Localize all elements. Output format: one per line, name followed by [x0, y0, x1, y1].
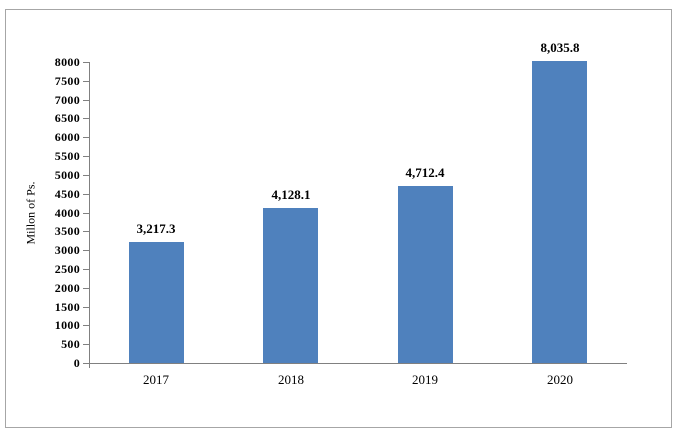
y-tick-label: 2000	[54, 281, 80, 295]
bar-2019	[398, 186, 453, 363]
y-tick-mark	[83, 175, 89, 176]
x-axis-line	[89, 363, 627, 364]
y-tick-mark	[83, 288, 89, 289]
bar-2020	[532, 61, 587, 363]
x-tick-label-2020: 2020	[547, 372, 573, 387]
y-tick-label: 4000	[54, 206, 80, 220]
y-tick-label: 1500	[54, 300, 80, 314]
x-tick-label-2019: 2019	[412, 372, 438, 387]
y-tick-label: 6500	[54, 111, 80, 125]
y-tick-label: 3000	[54, 243, 80, 257]
y-tick-mark	[83, 231, 89, 232]
x-tick-label-2018: 2018	[278, 372, 304, 387]
y-axis-line	[89, 62, 90, 368]
y-tick-label: 500	[61, 337, 80, 351]
y-tick-mark	[83, 250, 89, 251]
bar-2018	[263, 208, 318, 363]
y-tick-mark	[83, 194, 89, 195]
y-tick-mark	[83, 137, 89, 138]
y-tick-label: 7000	[54, 93, 80, 107]
y-tick-label: 4500	[54, 187, 80, 201]
bar-value-label-2020: 8,035.8	[540, 40, 580, 55]
y-tick-mark	[83, 118, 89, 119]
y-tick-mark	[83, 363, 89, 364]
y-tick-mark	[83, 100, 89, 101]
y-tick-label: 1000	[54, 318, 80, 332]
bar-value-label-2019: 4,712.4	[405, 165, 445, 180]
y-tick-mark	[83, 344, 89, 345]
y-tick-label: 3500	[54, 224, 80, 238]
bar-value-label-2018: 4,128.1	[271, 187, 311, 202]
y-tick-mark	[83, 213, 89, 214]
y-tick-label: 6000	[54, 130, 80, 144]
y-tick-mark	[83, 156, 89, 157]
y-tick-mark	[83, 325, 89, 326]
y-tick-label: 0	[73, 356, 80, 370]
y-tick-label: 7500	[54, 74, 80, 88]
y-tick-label: 5500	[54, 149, 80, 163]
y-tick-mark	[83, 307, 89, 308]
y-tick-label: 8000	[54, 55, 80, 69]
y-tick-mark	[83, 62, 89, 63]
bar-value-label-2017: 3,217.3	[136, 221, 176, 236]
x-tick-label-2017: 2017	[143, 372, 169, 387]
bar-2017	[129, 242, 184, 363]
y-tick-label: 2500	[54, 262, 80, 276]
y-tick-mark	[83, 269, 89, 270]
y-tick-mark	[83, 81, 89, 82]
y-tick-label: 5000	[54, 168, 80, 182]
